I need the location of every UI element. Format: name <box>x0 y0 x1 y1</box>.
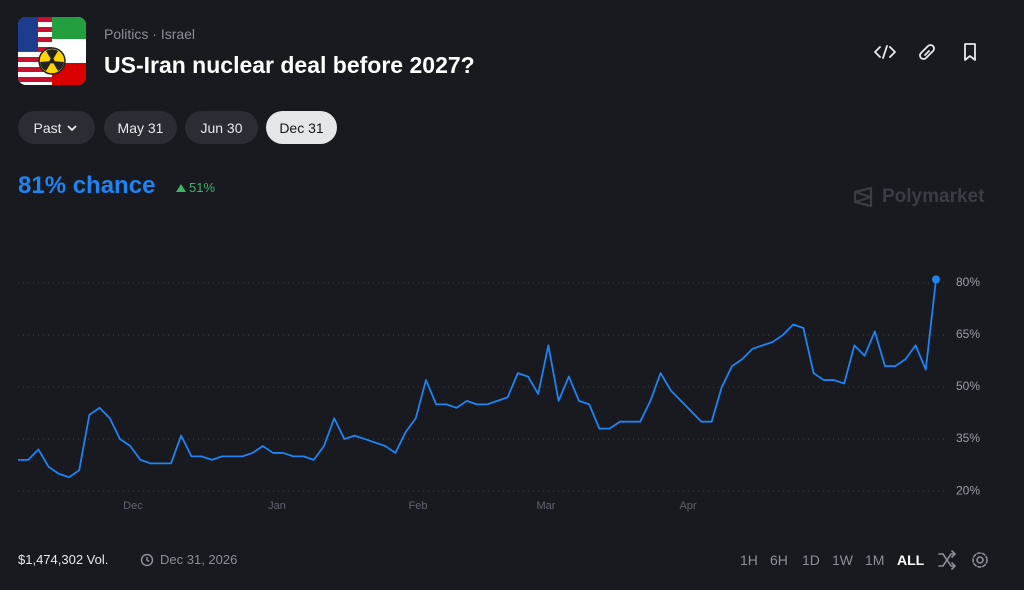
watermark: Polymarket <box>852 186 984 208</box>
y-tick-label: 80% <box>956 275 980 289</box>
breadcrumb: Politics · Israel <box>104 26 196 42</box>
price-line <box>18 279 937 479</box>
range-button[interactable]: 1W <box>832 552 853 568</box>
range-button[interactable]: ALL <box>897 552 925 568</box>
y-tick-label: 65% <box>956 327 980 341</box>
subcategory[interactable]: Israel <box>160 26 196 42</box>
range-button[interactable]: 1D <box>802 552 820 568</box>
range-button[interactable]: 6H <box>770 552 788 568</box>
date-button[interactable]: May 31 <box>104 111 177 144</box>
settings-icon[interactable] <box>972 552 988 568</box>
date-button[interactable]: Past <box>18 111 95 144</box>
shuffle-icon[interactable] <box>938 550 957 570</box>
category[interactable]: Politics <box>104 26 149 42</box>
bookmark-icon[interactable] <box>964 43 976 61</box>
actions <box>874 43 976 61</box>
y-tick-label: 20% <box>956 483 980 497</box>
date-button[interactable]: Dec 31 <box>266 111 337 144</box>
link-icon[interactable] <box>919 44 935 60</box>
range-button[interactable]: 1H <box>740 552 758 568</box>
y-tick-label: 50% <box>956 379 980 393</box>
end-date: Dec 31, 2026 <box>140 552 237 567</box>
market-icon <box>18 17 86 85</box>
range-button[interactable]: 1M <box>865 552 885 568</box>
volume: $1,474,302 Vol. <box>18 552 109 567</box>
x-tick-label: Feb <box>409 500 428 512</box>
x-tick-label: Mar <box>536 500 555 512</box>
market-title: US-Iran nuclear deal before 2027? <box>104 52 475 78</box>
y-tick-label: 35% <box>956 431 980 445</box>
chart-tools <box>938 550 988 570</box>
change: 51% <box>176 180 215 195</box>
date-button[interactable]: Jun 30 <box>185 111 258 144</box>
embed-icon[interactable] <box>874 45 896 59</box>
current-point <box>932 275 940 284</box>
x-tick-label: Jan <box>268 500 286 512</box>
x-tick-label: Dec <box>123 500 143 512</box>
chance: 81% chance <box>18 172 156 199</box>
x-tick-label: Apr <box>679 500 696 512</box>
